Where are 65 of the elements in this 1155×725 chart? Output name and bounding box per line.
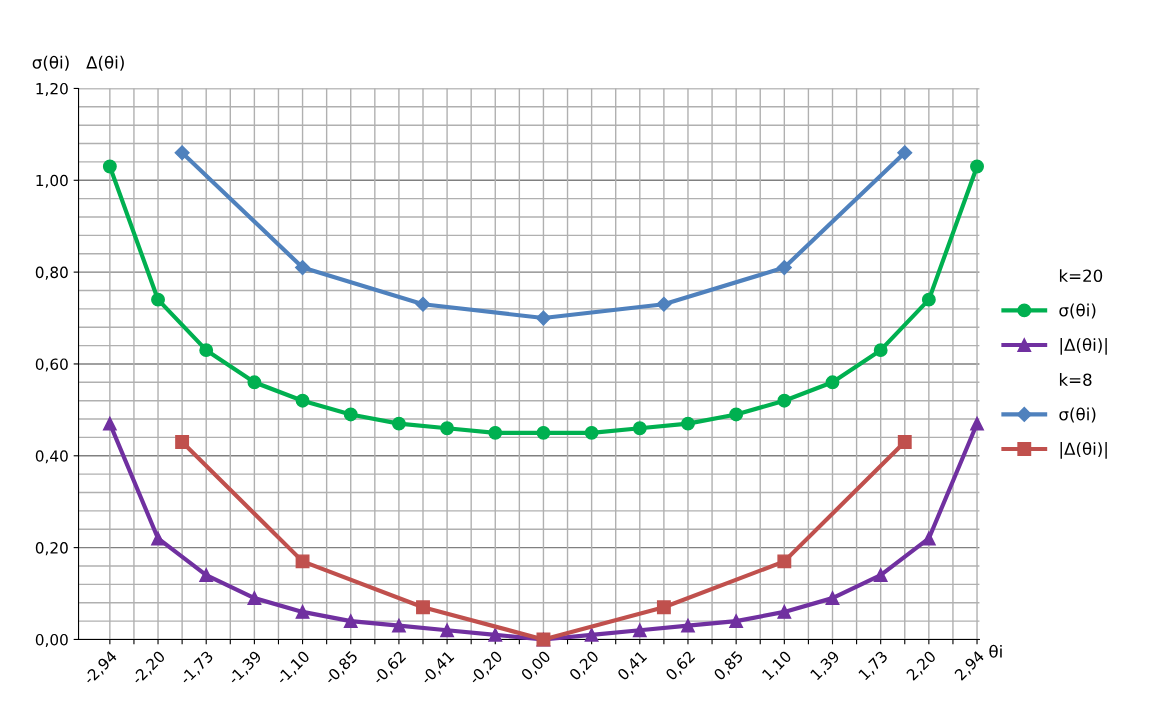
point	[729, 407, 744, 422]
point	[102, 159, 117, 174]
point	[632, 421, 647, 436]
point	[656, 296, 672, 312]
text: k=8	[1059, 373, 1092, 387]
point	[294, 259, 311, 276]
y-tick-label: 0,20	[35, 542, 68, 556]
point	[174, 145, 190, 161]
point	[391, 416, 406, 431]
legend-label: |Δ(θi)|	[1060, 338, 1107, 355]
point	[415, 296, 431, 312]
text: k=20	[1059, 269, 1103, 283]
point	[151, 531, 165, 546]
point	[584, 425, 599, 440]
point	[970, 159, 984, 174]
point	[151, 292, 165, 307]
x-axis-title: θi	[989, 644, 1002, 658]
point	[343, 614, 358, 629]
y-tick-label: 0,60	[35, 358, 68, 372]
y-tick-label: 1,00	[36, 174, 68, 188]
y-tick-label: 0,00	[35, 633, 68, 648]
point	[921, 531, 936, 546]
point	[777, 604, 792, 619]
point	[970, 416, 984, 431]
point	[921, 292, 936, 307]
point	[873, 568, 888, 583]
point	[295, 393, 310, 408]
point	[681, 416, 695, 431]
point	[416, 600, 430, 615]
point	[295, 604, 310, 619]
point	[488, 627, 503, 642]
legend-label: σ(θi)	[1059, 303, 1096, 319]
point	[776, 259, 792, 276]
y-axis-title: σ(θi) Δ(θi)	[32, 55, 124, 71]
y-tick-label: 0,40	[35, 450, 68, 464]
point	[295, 554, 310, 569]
point	[777, 393, 792, 408]
point	[777, 554, 792, 569]
point	[535, 310, 552, 326]
point	[440, 421, 455, 436]
point	[199, 568, 214, 583]
point	[247, 375, 262, 390]
point	[391, 618, 406, 633]
point	[175, 435, 190, 449]
point	[825, 591, 840, 606]
point	[825, 375, 840, 390]
point	[897, 145, 913, 161]
point	[873, 343, 888, 358]
point	[102, 416, 117, 431]
legend-label: |Δ(θi)|	[1060, 442, 1107, 459]
point	[729, 614, 744, 629]
point	[681, 618, 695, 633]
point	[656, 600, 671, 615]
point	[632, 623, 647, 638]
point	[897, 435, 912, 449]
legend-label: σ(θi)	[1059, 407, 1096, 423]
y-tick-label: 1,20	[36, 82, 68, 97]
point	[536, 425, 551, 440]
point	[440, 623, 455, 638]
y-tick-label: 0,80	[35, 266, 68, 280]
point	[199, 343, 214, 358]
point	[584, 627, 599, 642]
point	[247, 591, 262, 606]
point	[343, 407, 358, 422]
point	[488, 425, 503, 440]
